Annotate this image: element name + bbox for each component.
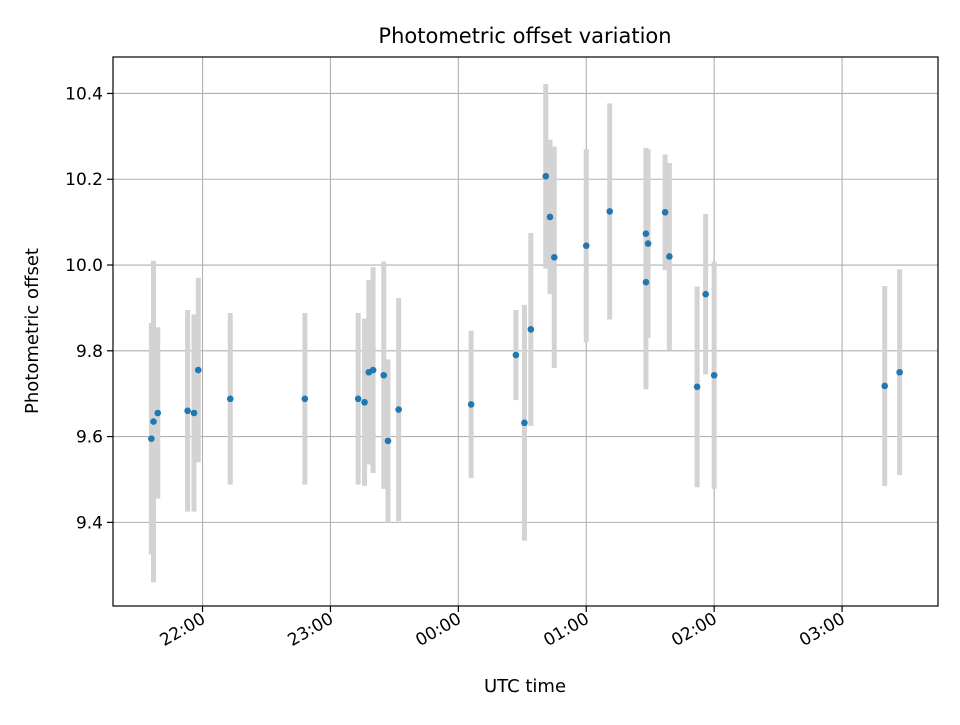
y-tick-label: 9.6 (76, 428, 103, 448)
data-point (644, 240, 652, 247)
data-point (395, 406, 402, 413)
data-point (301, 395, 309, 403)
data-point (384, 437, 392, 445)
data-point (361, 398, 368, 406)
y-tick-label: 9.4 (76, 513, 103, 533)
y-tick-label: 10.2 (65, 170, 103, 190)
data-point (661, 208, 669, 216)
data-point (369, 366, 377, 374)
y-tick-label: 10.0 (65, 256, 103, 276)
grid-layer (113, 57, 938, 606)
data-point (226, 395, 234, 403)
data-point (550, 253, 558, 261)
x-axis-label: UTC time (484, 676, 566, 697)
y-axis-label: Photometric offset (22, 248, 43, 414)
data-point (582, 242, 590, 250)
axes-frame (112, 56, 939, 607)
data-point (693, 383, 701, 391)
data-point (666, 253, 673, 260)
data-point (527, 326, 535, 333)
data-point (354, 395, 362, 403)
data-point (148, 435, 155, 443)
data-point (184, 407, 191, 415)
data-point (521, 419, 528, 427)
data-point (896, 368, 903, 376)
data-point (467, 401, 475, 408)
data-point (710, 371, 718, 379)
y-tick-label: 9.8 (76, 342, 103, 362)
data-point (542, 172, 550, 180)
data-point (881, 382, 889, 390)
data-point (702, 290, 709, 298)
data-point (154, 409, 162, 417)
data-point (380, 371, 388, 379)
chart-title: Photometric offset variation (378, 24, 671, 48)
data-point (150, 418, 157, 425)
data-point (606, 208, 614, 215)
data-point (512, 351, 520, 359)
data-point (642, 230, 650, 238)
data-point (194, 366, 202, 374)
data-point (546, 213, 554, 221)
data-point (190, 409, 198, 417)
data-point (642, 278, 650, 286)
point-layer (148, 172, 903, 445)
y-tick-label: 10.4 (65, 84, 103, 104)
